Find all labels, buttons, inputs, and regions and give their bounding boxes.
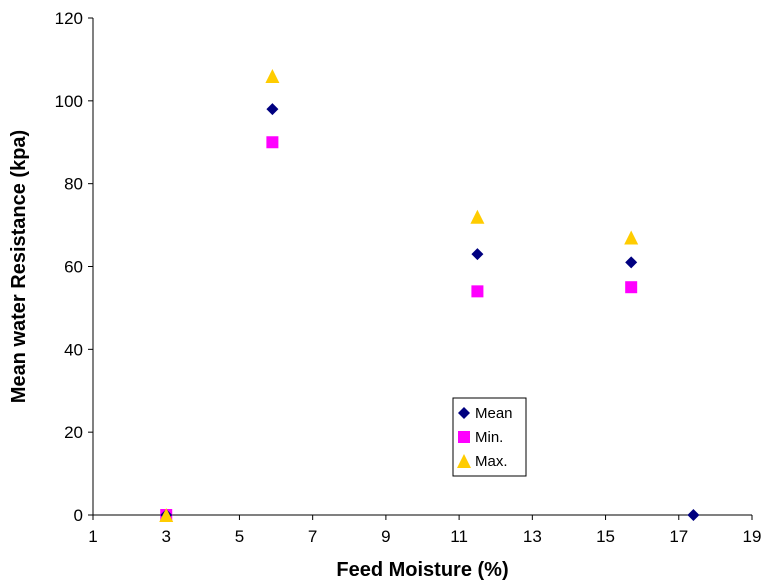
x-tick-label: 17 — [669, 527, 688, 546]
x-tick-label: 1 — [88, 527, 97, 546]
x-tick-label: 7 — [308, 527, 317, 546]
data-point-min — [625, 281, 638, 294]
y-tick-label: 60 — [64, 258, 83, 277]
data-point-min — [266, 136, 279, 149]
legend-marker-mean — [458, 407, 470, 419]
x-tick-label: 19 — [743, 527, 762, 546]
x-tick-label: 13 — [523, 527, 542, 546]
legend-label: Mean — [475, 405, 513, 422]
y-tick-label: 100 — [55, 92, 83, 111]
data-point-max — [470, 209, 485, 224]
data-point-mean — [471, 248, 484, 261]
x-tick-label: 15 — [596, 527, 615, 546]
y-tick-label: 80 — [64, 175, 83, 194]
x-tick-label: 9 — [381, 527, 390, 546]
x-axis-title: Feed Moisture (%) — [336, 559, 508, 581]
x-tick-label: 11 — [450, 527, 468, 546]
y-tick-label: 120 — [55, 9, 83, 28]
data-point-mean — [266, 103, 279, 116]
data-point-min — [471, 285, 484, 298]
legend-label: Max. — [475, 453, 508, 470]
legend-label: Min. — [475, 429, 503, 446]
data-point-max — [265, 68, 280, 83]
data-points — [159, 68, 700, 522]
x-tick-label: 3 — [161, 527, 170, 546]
data-point-max — [159, 508, 174, 522]
y-tick-label: 0 — [74, 506, 83, 525]
axes — [88, 17, 753, 520]
x-tick-label: 5 — [235, 527, 244, 546]
y-tick-label: 20 — [64, 423, 83, 442]
legend: Mean Min. Max. — [452, 397, 527, 477]
legend-marker-max — [457, 454, 471, 468]
legend-marker-min — [458, 431, 470, 443]
y-tick-label: 40 — [64, 340, 83, 359]
data-point-mean — [625, 256, 638, 269]
y-axis-title: Mean water Resistance (kpa) — [8, 130, 30, 403]
data-point-max — [624, 230, 639, 245]
data-point-mean — [687, 509, 700, 521]
